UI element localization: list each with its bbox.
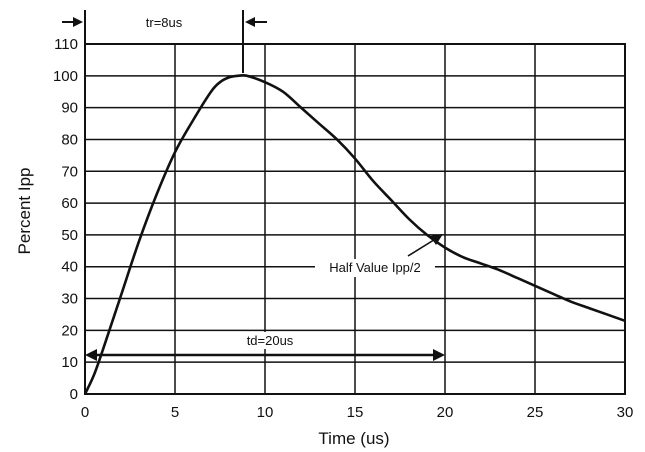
x-tick-label: 15 [347,404,364,421]
y-tick-label: 50 [61,227,78,244]
grid [84,43,626,395]
annotations: tr=8us td=20us Half Value Ipp/2 [62,10,445,361]
x-tick-label: 20 [437,404,454,421]
y-tick-label: 110 [54,36,78,53]
td-label-bg [238,332,302,349]
half-value-label-bg [315,259,435,277]
td-left-arrowhead [85,349,97,361]
tr-right-arrowhead [245,17,255,27]
half-value-label: Half Value Ipp/2 [329,260,421,275]
tr-left-arrowhead [73,17,83,27]
y-axis-ticks: 0 10 20 30 40 50 60 70 80 90 100 110 [53,36,78,403]
y-tick-label: 20 [61,322,78,339]
y-tick-label: 30 [61,291,78,308]
x-tick-label: 10 [257,404,274,421]
y-tick-label: 100 [53,68,78,85]
x-tick-label: 0 [81,404,89,421]
y-tick-label: 90 [61,100,78,117]
td-right-arrowhead [433,349,445,361]
y-tick-label: 0 [70,386,78,403]
duration-label: td=20us [247,333,294,348]
pulse-curve [83,73,626,395]
x-axis-title: Time (us) [318,429,389,448]
y-tick-label: 40 [61,259,78,276]
y-tick-label: 80 [61,131,78,148]
rise-time-label: tr=8us [146,15,183,30]
plot-frame [84,43,626,395]
y-axis-title: Percent Ipp [15,168,34,255]
x-tick-label: 25 [527,404,544,421]
y-tick-label: 60 [61,195,78,212]
x-axis-ticks: 0 5 10 15 20 25 30 [81,404,634,421]
y-tick-label: 10 [61,354,78,371]
x-tick-label: 30 [617,404,634,421]
half-value-arrowhead [430,234,443,245]
x-tick-label: 5 [171,404,179,421]
half-value-arrow-shaft [407,237,438,257]
y-tick-label: 70 [61,163,78,180]
